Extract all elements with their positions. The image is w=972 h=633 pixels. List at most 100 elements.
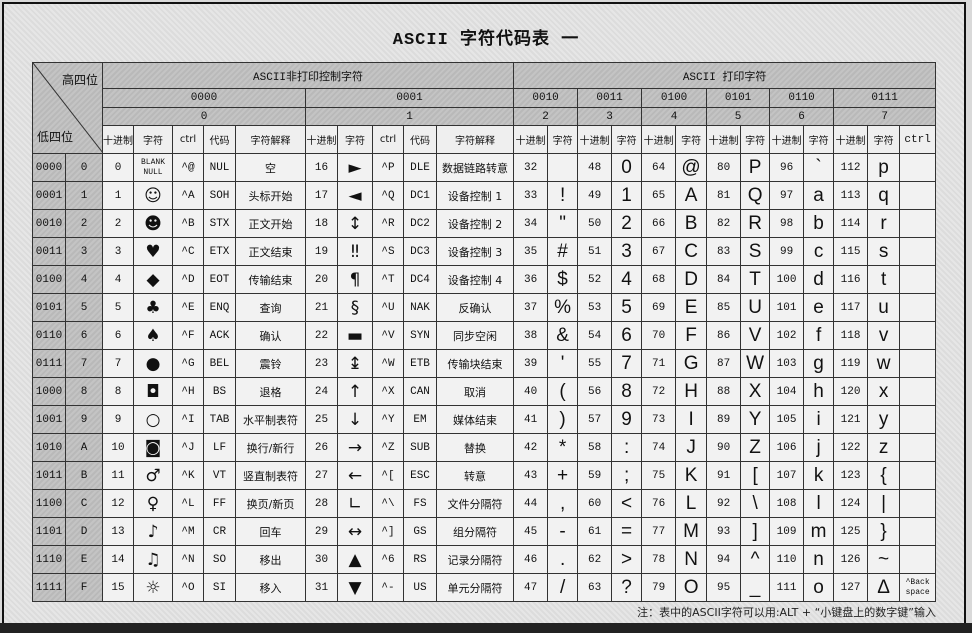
decimal-value: 85	[706, 293, 742, 322]
char-glyph: 8	[611, 377, 643, 406]
char-glyph: m	[803, 517, 835, 546]
decimal-value: 40	[513, 377, 549, 406]
decimal-value: 122	[833, 433, 869, 462]
row-hex: 1	[65, 181, 103, 210]
char-glyph: o	[803, 573, 835, 602]
decimal-value: 37	[513, 293, 549, 322]
decimal-value: 107	[769, 461, 805, 490]
char-glyph: K	[675, 461, 708, 490]
footnote: 注：表中的ASCII字符可以用:ALT + “小键盘上的数字键”输入	[637, 606, 936, 619]
decimal-value: 8	[102, 377, 134, 406]
char-glyph: ♂	[133, 461, 173, 490]
decimal-value: 73	[641, 405, 677, 434]
char-glyph: ▲	[337, 545, 373, 574]
control-code: DC3	[403, 237, 437, 266]
row-binary: 1000	[32, 377, 66, 406]
high-hex-header: 6	[769, 107, 835, 126]
control-code: GS	[403, 517, 437, 546]
char-glyph: ¶	[337, 265, 373, 294]
char-glyph: :	[611, 433, 643, 462]
column-header-char: 字符	[675, 125, 708, 154]
decimal-value: 31	[305, 573, 338, 602]
char-meaning: 查询	[235, 293, 306, 322]
decimal-value: 109	[769, 517, 805, 546]
row-binary: 0110	[32, 321, 66, 350]
char-meaning: 移出	[235, 545, 306, 574]
control-code: FS	[403, 489, 437, 518]
char-glyph: V	[740, 321, 771, 350]
char-glyph: 6	[611, 321, 643, 350]
char-meaning: 确认	[235, 321, 306, 350]
decimal-value: 112	[833, 153, 869, 182]
decimal-value: 45	[513, 517, 549, 546]
high-hex-header: 5	[706, 107, 771, 126]
ctrl-key	[899, 433, 937, 462]
decimal-value: 123	[833, 461, 869, 490]
ctrl-key	[899, 545, 937, 574]
char-glyph: b	[803, 209, 835, 238]
decimal-value: 63	[577, 573, 613, 602]
decimal-value: 61	[577, 517, 613, 546]
char-glyph: ~	[867, 545, 901, 574]
char-glyph: E	[675, 293, 708, 322]
decimal-value: 71	[641, 349, 677, 378]
decimal-value: 46	[513, 545, 549, 574]
char-glyph: 0	[611, 153, 643, 182]
page-title: ASCII 字符代码表 一	[392, 31, 580, 50]
column-header-dec: 十进制	[577, 125, 613, 154]
char-glyph: ♣	[133, 293, 173, 322]
decimal-value: 58	[577, 433, 613, 462]
table-row: 1110 E 14 ♫ ^N SO 移出 30 ▲ ^6 RS 记录分隔符 46. 62 >78 N 94 ^ 11…	[32, 545, 937, 574]
decimal-value: 102	[769, 321, 805, 350]
row-hex: C	[65, 489, 103, 518]
high-hex-header: 7	[833, 107, 937, 126]
ctrl-key	[899, 489, 937, 518]
decimal-value: 114	[833, 209, 869, 238]
ctrl-key	[899, 405, 937, 434]
char-glyph: ►	[337, 153, 373, 182]
control-code: RS	[403, 545, 437, 574]
control-code: ACK	[203, 321, 236, 350]
decimal-value: 35	[513, 237, 549, 266]
decimal-value: 116	[833, 265, 869, 294]
decimal-value: 104	[769, 377, 805, 406]
char-glyph: ◘	[133, 377, 173, 406]
decimal-value: 23	[305, 349, 338, 378]
char-glyph: 4	[611, 265, 643, 294]
high-bits-header: 0001	[304, 88, 515, 108]
decimal-value: 117	[833, 293, 869, 322]
char-glyph: 3	[611, 237, 643, 266]
char-meaning: 头标开始	[235, 181, 306, 210]
decimal-value: 49	[577, 181, 613, 210]
char-glyph: (	[547, 377, 579, 406]
table-row: 0000 0 0 BLANK NULL ^@ NUL 空 16 ► ^P DLE 数据链路转意 32 4…	[32, 153, 937, 182]
table-row: 1000 8 8 ◘ ^H BS 退格 24 ↑ ^X CAN 取消 40(56 8 72 H 88 X 104 h 1…	[32, 377, 937, 406]
control-code: ESC	[403, 461, 437, 490]
high-hex-header: 4	[641, 107, 708, 126]
char-glyph: Z	[740, 433, 771, 462]
control-code: ENQ	[203, 293, 236, 322]
ctrl-key	[899, 321, 937, 350]
char-glyph: A	[675, 181, 708, 210]
row-hex: B	[65, 461, 103, 490]
char-glyph: )	[547, 405, 579, 434]
row-binary: 1111	[32, 573, 66, 602]
char-glyph: <	[611, 489, 643, 518]
decimal-value: 6	[102, 321, 134, 350]
decimal-value: 94	[706, 545, 742, 574]
column-header-dec: 十进制	[513, 125, 549, 154]
char-glyph: J	[675, 433, 708, 462]
row-hex: 7	[65, 349, 103, 378]
char-glyph: [	[740, 461, 771, 490]
char-glyph: ◄	[337, 181, 373, 210]
decimal-value: 72	[641, 377, 677, 406]
char-meaning: 竖直制表符	[235, 461, 306, 490]
decimal-value: 115	[833, 237, 869, 266]
char-glyph: N	[675, 545, 708, 574]
decimal-value: 33	[513, 181, 549, 210]
ctrl-key	[899, 517, 937, 546]
char-glyph: n	[803, 545, 835, 574]
char-glyph: ○	[133, 405, 173, 434]
high-bits-header: 0011	[577, 88, 643, 108]
column-header-char: 字符	[740, 125, 771, 154]
